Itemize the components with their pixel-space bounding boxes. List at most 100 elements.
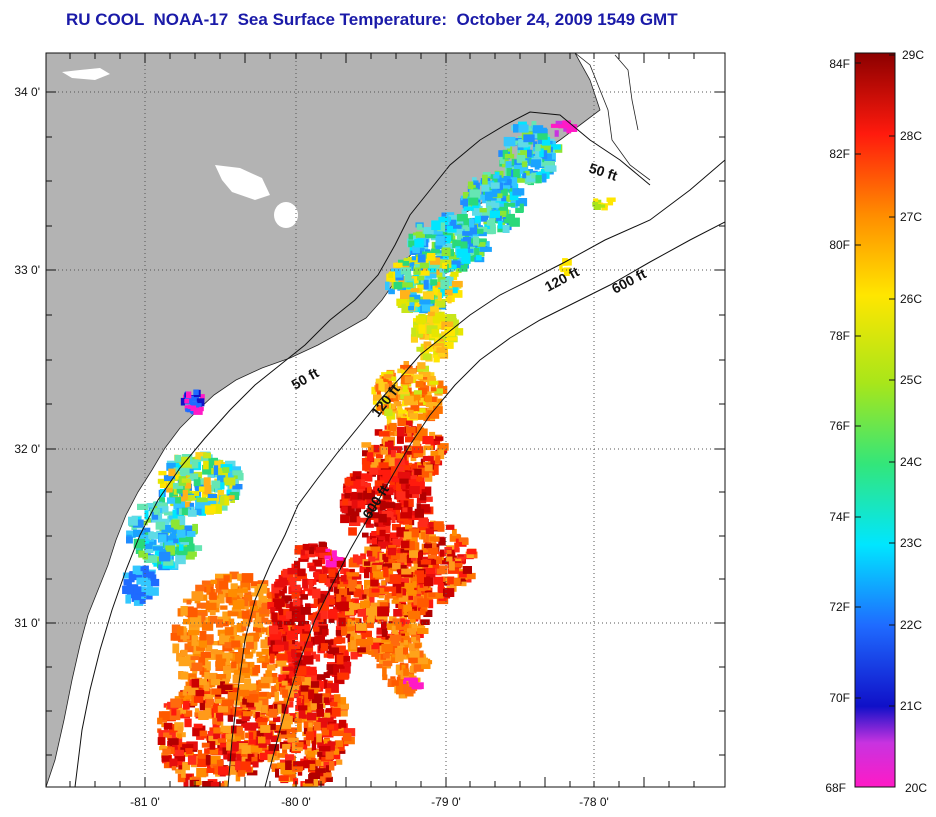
sst-pixel <box>460 241 468 251</box>
sst-pixel <box>217 629 228 636</box>
sst-pixel <box>209 748 219 755</box>
sst-pixel <box>183 618 190 625</box>
sst-pixel <box>274 581 286 588</box>
sst-pixel <box>491 226 497 233</box>
sst-pixel <box>260 725 271 733</box>
sst-pixel <box>410 288 420 293</box>
sst-pixel <box>186 599 192 605</box>
sst-pixel <box>282 636 288 642</box>
sst-pixel <box>167 734 172 741</box>
sst-pixel <box>139 534 150 541</box>
sst-pixel <box>440 279 449 289</box>
sst-pixel <box>480 246 492 252</box>
sst-pixel <box>403 257 411 264</box>
colorbar-f-label: 74F <box>829 510 850 524</box>
sst-pixel <box>229 571 239 580</box>
sst-pixel <box>176 529 186 538</box>
sst-pixel <box>430 257 441 265</box>
sst-pixel <box>175 768 185 774</box>
sst-pixel <box>159 746 169 751</box>
sst-pixel <box>232 472 244 481</box>
sst-pixel <box>333 638 342 645</box>
sst-pixel <box>539 148 544 158</box>
sst-pixel <box>298 709 307 719</box>
sst-pixel <box>371 649 379 657</box>
sst-pixel <box>386 592 396 599</box>
sst-pixel <box>422 455 434 462</box>
sst-pixel <box>343 656 350 662</box>
colorbar <box>854 52 896 788</box>
sst-pixel <box>242 711 253 717</box>
sst-pixel <box>216 674 227 680</box>
sst-pixel <box>350 620 356 626</box>
sst-pixel <box>240 625 247 631</box>
sst-pixel <box>384 441 394 451</box>
sst-pixel <box>234 696 243 706</box>
sst-pixel <box>400 497 407 506</box>
sst-pixel <box>142 552 148 560</box>
sst-pixel <box>602 203 608 208</box>
sst-pixel <box>349 584 356 592</box>
sst-pixel <box>238 647 247 655</box>
sst-pixel <box>298 705 308 711</box>
sst-pixel <box>328 568 336 578</box>
sst-pixel <box>219 743 230 748</box>
sst-pixel <box>403 636 408 645</box>
sst-pixel <box>142 520 148 526</box>
sst-pixel <box>203 452 211 459</box>
sst-pixel <box>191 641 199 646</box>
sst-pixel <box>499 156 505 164</box>
chart-title: RU COOL NOAA-17 Sea Surface Temperature:… <box>66 10 678 29</box>
sst-pixel <box>208 706 214 715</box>
sst-pixel <box>241 757 248 763</box>
sst-pixel <box>209 615 218 624</box>
sst-pixel <box>207 457 218 466</box>
sst-pixel <box>218 766 229 775</box>
sst-pixel <box>430 306 439 313</box>
sst-pixel <box>404 677 411 685</box>
sst-pixel <box>345 486 352 493</box>
sst-pixel <box>370 535 376 540</box>
sst-pixel <box>403 647 409 655</box>
sst-pixel <box>315 654 321 662</box>
sst-pixel <box>182 489 188 500</box>
sst-pixel <box>429 380 439 385</box>
sst-pixel <box>413 561 419 570</box>
sst-pixel <box>401 588 406 596</box>
sst-pixel <box>173 484 179 495</box>
sst-pixel <box>319 598 329 607</box>
sst-pixel <box>431 241 436 251</box>
sst-pixel <box>386 415 392 426</box>
contour-120ft <box>227 159 725 787</box>
sst-pixel <box>376 627 383 633</box>
sst-pixel <box>202 617 212 623</box>
sst-pixel <box>227 610 239 617</box>
sst-pixel <box>507 146 513 156</box>
sst-pixel <box>350 651 358 660</box>
sst-pixel <box>288 586 294 595</box>
sst-pixel <box>414 643 421 649</box>
sst-pixel <box>520 163 529 172</box>
sst-pixel <box>197 725 206 734</box>
sst-pixel <box>305 779 314 786</box>
sst-pixel <box>343 728 356 737</box>
sst-pixel <box>167 516 179 523</box>
sst-pixel <box>194 708 199 713</box>
sst-pixel <box>384 383 392 393</box>
sst-pixel <box>332 557 337 562</box>
sst-pixel <box>397 471 410 479</box>
sst-pixel <box>452 239 464 249</box>
sst-pixel <box>314 635 325 645</box>
sst-pixel <box>345 491 358 502</box>
sst-pixel <box>389 392 396 399</box>
sst-pixel <box>173 467 178 475</box>
sst-pixel <box>441 321 454 330</box>
sst-pixel <box>410 535 418 546</box>
sst-pixel <box>490 182 500 189</box>
sst-pixel <box>198 753 209 759</box>
sst-pixel <box>203 477 211 487</box>
sst-pixel <box>378 431 391 437</box>
sst-pixel <box>418 387 428 395</box>
sst-pixel <box>408 240 417 248</box>
sst-pixel <box>507 179 512 184</box>
